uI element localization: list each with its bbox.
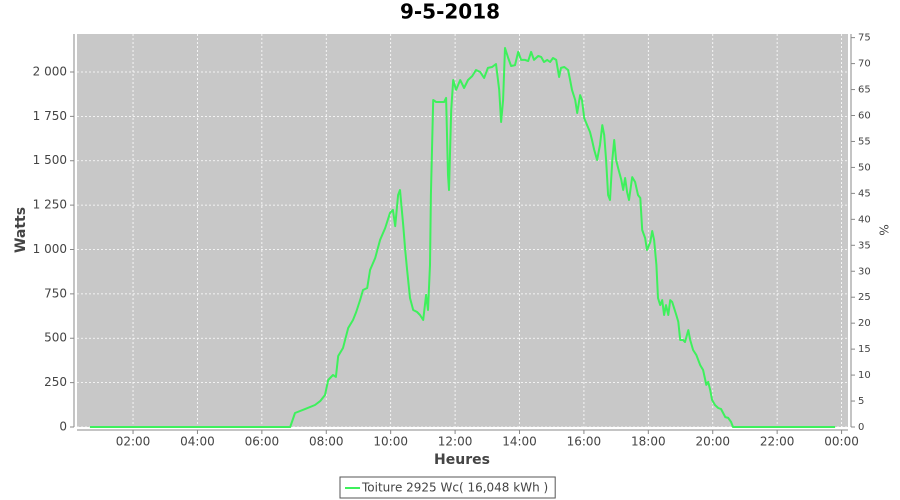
y2-tick-label: 25 [858,292,871,303]
y-tick-label: 1 500 [33,153,67,167]
y2-tick-label: 5 [858,396,864,407]
y2-tick-label: 60 [858,111,871,122]
x-tick-label: 10:00 [373,435,408,449]
y2-tick-label: 15 [858,344,871,355]
y2-tick-label: 45 [858,188,871,199]
y2-tick-label: 30 [858,266,871,277]
y2-tick-label: 50 [858,162,871,173]
y-tick-label: 0 [59,420,67,434]
y-tick-label: 1 750 [33,109,67,123]
plot-background [77,34,848,427]
y2-tick-label: 70 [858,59,871,70]
y-tick-label: 1 000 [33,242,67,256]
x-tick-label: 14:00 [502,435,537,449]
y-tick-label: 750 [44,286,67,300]
x-tick-label: 04:00 [180,435,215,449]
y-tick-label: 250 [44,375,67,389]
x-axis-label: Heures [434,452,490,468]
legend-label: Toiture 2925 Wc( 16,048 kWh ) [361,481,548,495]
legend-box [339,476,556,499]
y-tick-label: 500 [44,331,67,345]
y2-tick-label: 55 [858,136,871,147]
x-tick-label: 18:00 [631,435,666,449]
y2-tick-label: 20 [858,318,871,329]
x-tick-label: 20:00 [695,435,730,449]
x-tick-label: 16:00 [567,435,602,449]
y-axis-label: Watts [13,207,29,253]
y-tick-label: 1 250 [33,198,67,212]
y-tick-label: 2 000 [33,64,67,78]
y2-tick-label: 40 [858,214,871,225]
x-tick-label: 02:00 [116,435,151,449]
y2-tick-label: 10 [858,370,871,381]
x-tick-label: 22:00 [760,435,795,449]
y2-axis-label: % [877,224,891,235]
legend: Toiture 2925 Wc( 16,048 kWh ) [339,476,556,499]
x-tick-label: 08:00 [309,435,344,449]
x-tick-label: 06:00 [245,435,280,449]
y2-tick-label: 75 [858,33,871,44]
x-tick-label: 00:00 [824,435,859,449]
data-line [89,47,836,428]
x-tick-label: 12:00 [438,435,473,449]
y2-tick-label: 35 [858,240,871,251]
chart-title: 9-5-2018 [400,0,500,24]
y2-tick-label: 65 [858,85,871,96]
y2-tick-label: 0 [858,422,864,433]
